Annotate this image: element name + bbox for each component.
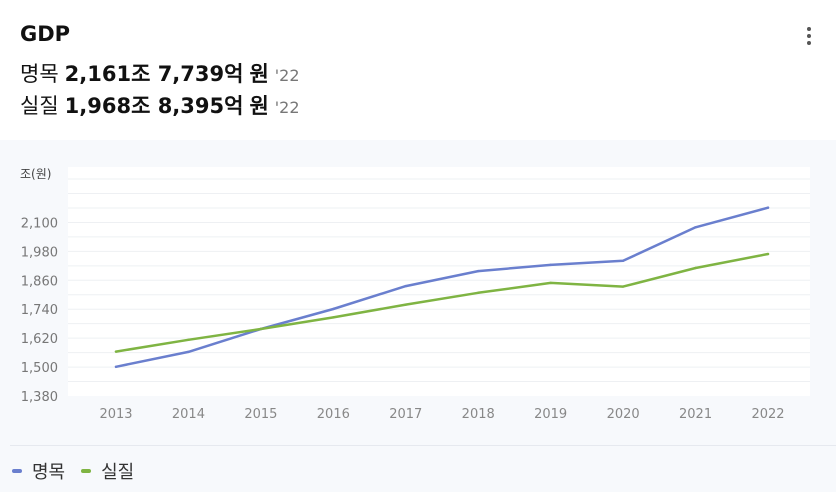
- metric-real-label: 실질: [20, 94, 59, 118]
- metric-real-unit: 원: [249, 94, 269, 118]
- card-header: GDP 명목 2,161조 7,739억 원 '22 실질 1,968조 8,395억 원…: [0, 0, 836, 140]
- data-point[interactable]: [187, 350, 190, 354]
- metric-nominal: 명목 2,161조 7,739억 원 '22: [20, 58, 300, 88]
- x-tick-label: 2018: [462, 407, 495, 422]
- chart-area: 조(원) 1,380 1,500 1,620 1,740 1,860 1,980 2,100…: [0, 140, 836, 492]
- y-tick-label: 1,740: [21, 303, 58, 318]
- data-point[interactable]: [549, 281, 552, 285]
- x-axis-ticks: 2013 2014 2015 2016 2017 2018 2019 2020 2021 2022: [99, 407, 784, 422]
- metric-real-year: '22: [274, 98, 300, 117]
- x-tick-label: 2015: [244, 407, 277, 422]
- data-point[interactable]: [694, 226, 697, 229]
- data-point[interactable]: [259, 327, 263, 331]
- data-point[interactable]: [404, 303, 407, 306]
- series-line-real[interactable]: [114, 252, 770, 353]
- metric-nominal-unit: 원: [249, 62, 269, 86]
- metric-real-value: 1,968조 8,395억: [64, 94, 244, 118]
- plot-background: [68, 167, 810, 396]
- gdp-line-chart: 조(원) 1,380 1,500 1,620 1,740 1,860 1,980 2,100…: [20, 167, 810, 422]
- x-tick-label: 2013: [99, 407, 132, 422]
- x-tick-label: 2019: [534, 407, 567, 422]
- series-line-nominal[interactable]: [114, 206, 770, 369]
- legend-item-nominal[interactable]: 명목: [12, 458, 65, 484]
- card-title: GDP: [20, 22, 71, 46]
- data-point[interactable]: [332, 307, 335, 311]
- data-point[interactable]: [114, 365, 118, 369]
- x-tick-label: 2017: [389, 407, 422, 422]
- x-tick-label: 2016: [317, 407, 350, 422]
- metric-nominal-value: 2,161조 7,739억: [64, 62, 244, 86]
- legend-item-real[interactable]: 실질: [81, 458, 134, 484]
- legend-label-real: 실질: [101, 462, 135, 483]
- data-point[interactable]: [477, 269, 480, 273]
- data-point[interactable]: [549, 263, 552, 267]
- data-point[interactable]: [621, 259, 625, 262]
- data-point[interactable]: [766, 206, 770, 209]
- y-tick-label: 1,860: [21, 274, 58, 289]
- legend-label-nominal: 명목: [32, 462, 66, 483]
- data-point[interactable]: [187, 338, 190, 342]
- legend-swatch-real: [81, 469, 92, 473]
- y-tick-label: 1,380: [21, 390, 58, 405]
- series-lines: [114, 206, 770, 369]
- y-tick-label: 1,980: [21, 245, 58, 260]
- y-tick-label: 2,100: [21, 216, 58, 231]
- data-point[interactable]: [766, 252, 770, 256]
- x-tick-label: 2022: [751, 407, 784, 422]
- legend-swatch-nominal: [12, 469, 22, 473]
- data-point[interactable]: [332, 316, 335, 319]
- legend-divider: [10, 445, 836, 446]
- y-tick-label: 1,500: [21, 361, 58, 376]
- chart-legend: 명목 실질: [12, 458, 150, 484]
- metric-real: 실질 1,968조 8,395억 원 '22: [20, 90, 300, 120]
- data-point[interactable]: [404, 284, 407, 288]
- data-point[interactable]: [621, 285, 625, 288]
- y-axis-ticks: 1,380 1,500 1,620 1,740 1,860 1,980 2,100: [21, 216, 58, 405]
- x-tick-label: 2014: [172, 407, 205, 422]
- y-tick-label: 1,620: [21, 332, 58, 347]
- y-axis-unit-label: 조(원): [20, 167, 51, 181]
- metric-nominal-label: 명목: [20, 62, 59, 86]
- x-tick-label: 2021: [679, 407, 712, 422]
- metric-nominal-year: '22: [274, 66, 300, 85]
- more-vertical-icon[interactable]: [804, 26, 814, 46]
- grid-lines: [68, 178, 810, 383]
- x-tick-label: 2020: [607, 407, 640, 422]
- data-point[interactable]: [694, 266, 697, 270]
- data-point[interactable]: [114, 350, 118, 353]
- data-point[interactable]: [477, 291, 480, 295]
